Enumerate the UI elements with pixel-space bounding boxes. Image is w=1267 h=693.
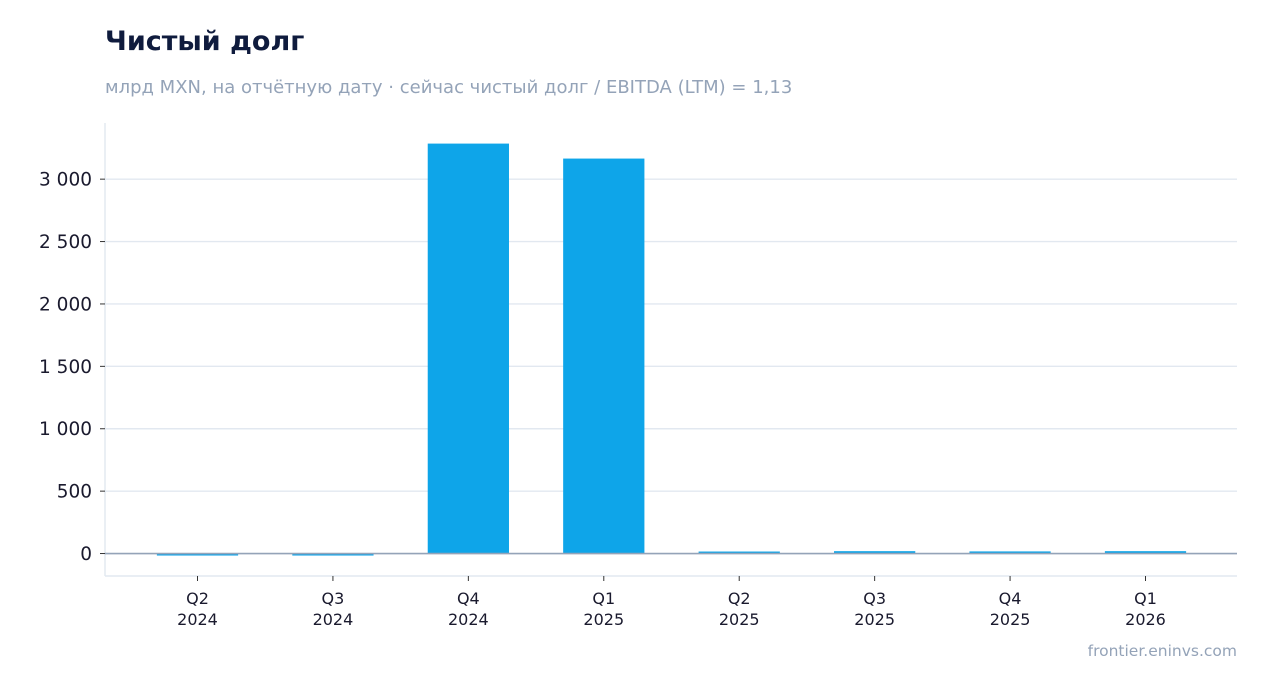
bar-q4-2024 — [427, 143, 509, 554]
chart-subtitle: млрд MXN, на отчётную дату · сейчас чист… — [105, 77, 793, 98]
x-tick-label-quarter: Q2 — [186, 589, 209, 608]
x-tick-label-quarter: Q2 — [728, 589, 751, 608]
y-tick-label: 1 000 — [39, 419, 92, 440]
bar-q4-2025 — [969, 551, 1051, 554]
x-tick-label-quarter: Q1 — [592, 589, 615, 608]
y-tick-label: 2 500 — [39, 232, 92, 253]
y-tick-label: 500 — [57, 482, 92, 503]
x-tick-label-quarter: Q3 — [322, 589, 345, 608]
x-tick-label-year: 2026 — [1125, 610, 1166, 629]
x-tick-label-quarter: Q3 — [863, 589, 886, 608]
x-tick-label-year: 2024 — [177, 610, 218, 629]
x-tick-label-year: 2025 — [583, 610, 624, 629]
bar-q3-2024 — [292, 553, 374, 556]
x-tick-label-quarter: Q1 — [1134, 589, 1157, 608]
bar-q1-2025 — [563, 158, 645, 554]
y-tick-label: 1 500 — [39, 357, 92, 378]
x-tick-label-quarter: Q4 — [999, 589, 1022, 608]
bar-q1-2026 — [1104, 551, 1187, 554]
y-tick-label: 3 000 — [39, 170, 92, 191]
x-tick-label-quarter: Q4 — [457, 589, 480, 608]
y-tick-label: 0 — [80, 544, 92, 565]
bar-q2-2024 — [156, 553, 239, 556]
source-credit: frontier.eninvs.com — [1087, 642, 1237, 660]
x-tick-label-year: 2025 — [854, 610, 895, 629]
x-tick-label-year: 2025 — [719, 610, 760, 629]
bar-q2-2025 — [698, 551, 780, 554]
chart-title: Чистый долг — [105, 26, 305, 57]
x-tick-label-year: 2024 — [448, 610, 489, 629]
x-tick-label-year: 2025 — [990, 610, 1031, 629]
x-tick-label-year: 2024 — [313, 610, 354, 629]
y-tick-label: 2 000 — [39, 294, 92, 315]
bar-q3-2025 — [834, 551, 916, 554]
